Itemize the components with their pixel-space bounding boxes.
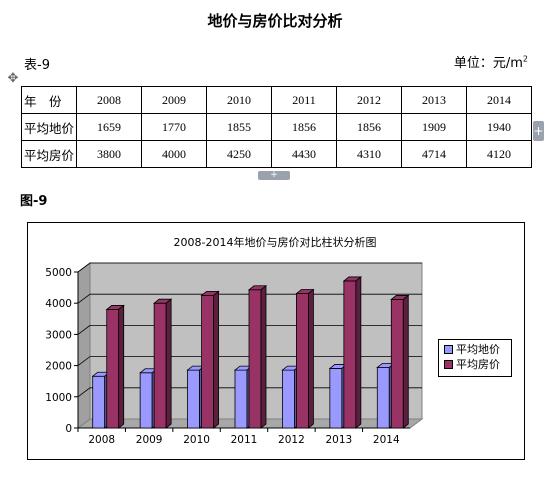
table-value-cell: 3800 — [76, 140, 142, 168]
y-tick-label: 4000 — [45, 298, 72, 310]
bar-house — [201, 294, 214, 429]
y-tick-label: 1000 — [45, 392, 72, 404]
bar-land — [234, 369, 248, 429]
table-value-cell: 1940 — [466, 113, 532, 141]
bar-side-face — [308, 288, 314, 429]
table-row-label: 平均房价 — [21, 140, 77, 168]
table-value-cell: 4430 — [271, 140, 337, 168]
bar-side-face — [118, 304, 125, 429]
table-value-cell: 4250 — [206, 140, 272, 168]
x-tick-label: 2013 — [325, 434, 352, 446]
bar-house — [248, 289, 262, 429]
table-move-handle-icon[interactable]: ✥ — [7, 71, 19, 86]
figure-label: 图-9 — [20, 194, 48, 209]
table-row-label: 平均地价 — [21, 113, 77, 141]
legend-item-land: 平均地价 — [444, 343, 500, 357]
table-value-cell: 1770 — [141, 113, 207, 141]
bar-side-face — [355, 276, 362, 429]
bar-land — [282, 369, 295, 429]
bar-house — [390, 299, 404, 429]
x-tick-label: 2009 — [136, 434, 163, 446]
bar-house — [153, 302, 167, 429]
table-number-label: 表-9 — [24, 58, 50, 73]
unit-label: 单位：元/m2 — [454, 52, 528, 71]
legend-swatch-land — [444, 344, 453, 354]
table-value-cell: 4120 — [466, 140, 532, 168]
y-tick-label: 0 — [65, 423, 72, 435]
bar-side-face — [165, 298, 172, 429]
chart-title: 2008-2014年地价与房价对比柱状分析图 — [174, 235, 377, 249]
bar-house — [296, 293, 309, 429]
legend-item-house: 平均房价 — [444, 358, 500, 372]
y-tick-label: 3000 — [45, 329, 72, 341]
bar-side-face — [402, 294, 409, 429]
unit-superscript: 2 — [522, 54, 528, 64]
table-row: 平均地价 1659 1770 1855 1856 1856 1909 1940 — [21, 113, 532, 141]
table-value-cell: 4000 — [141, 140, 207, 168]
legend-swatch-house — [444, 359, 453, 369]
chart-side-wall — [77, 262, 91, 429]
bar-house — [106, 309, 120, 429]
table-value-cell: 4714 — [401, 140, 467, 168]
add-row-button[interactable]: + — [258, 171, 290, 180]
bar-side-face — [260, 284, 267, 429]
table-header-cell: 年 份 — [21, 86, 77, 114]
x-tick-label: 2011 — [231, 434, 258, 446]
gridline — [77, 262, 422, 273]
table-year-cell: 2013 — [401, 86, 467, 114]
table-year-cell: 2014 — [466, 86, 532, 114]
document-title: 地价与房价比对分析 — [207, 12, 343, 30]
x-tick-label: 2012 — [278, 434, 305, 446]
table-value-cell: 4310 — [336, 140, 402, 168]
bar-land — [376, 367, 390, 429]
bar-house — [343, 280, 357, 429]
chart-legend: 平均地价 平均房价 — [438, 339, 512, 377]
x-tick-label: 2010 — [183, 434, 210, 446]
table-row: 平均房价 3800 4000 4250 4430 4310 4714 4120 — [21, 140, 532, 168]
bar-side-face — [213, 290, 219, 429]
price-comparison-table: 年 份 2008 2009 2010 2011 2012 2013 2014 平均地价 1659 1… — [21, 86, 532, 168]
y-tick-label: 5000 — [45, 267, 72, 279]
x-tick-label: 2008 — [88, 434, 115, 446]
bar-land — [92, 375, 106, 429]
bar-land — [329, 368, 343, 429]
bar-land — [139, 372, 153, 429]
legend-label-house: 平均房价 — [456, 358, 500, 371]
legend-label-land: 平均地价 — [456, 343, 500, 356]
bar-land — [187, 369, 200, 429]
table-year-cell: 2012 — [336, 86, 402, 114]
add-column-button[interactable]: + — [533, 121, 544, 141]
y-tick-label: 2000 — [45, 361, 72, 373]
unit-text: 单位：元/m — [453, 56, 523, 71]
table-value-cell: 1856 — [271, 113, 337, 141]
x-tick-label: 2014 — [373, 434, 400, 446]
